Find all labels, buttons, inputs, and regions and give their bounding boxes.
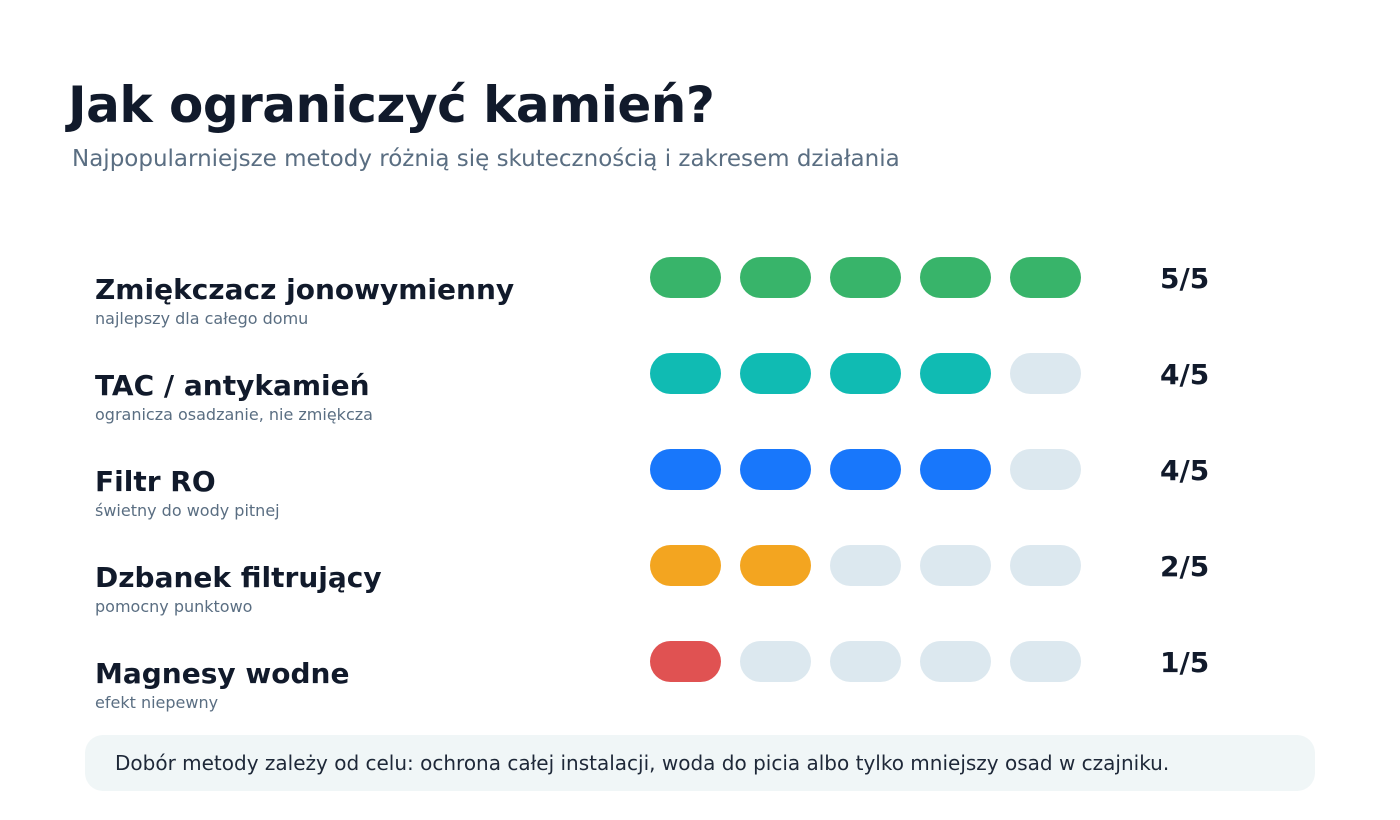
rating-pill-empty: [1010, 353, 1081, 394]
rating-row: Filtr RO świetny do wody pitnej 4/5: [0, 449, 1400, 545]
rating-pill-empty: [830, 545, 901, 586]
method-description: pomocny punktowo: [95, 597, 253, 616]
score-label: 4/5: [1160, 454, 1210, 487]
rating-pill-empty: [1010, 545, 1081, 586]
rating-pill-empty: [740, 641, 811, 682]
rating-pill-filled: [650, 641, 721, 682]
score-label: 1/5: [1160, 646, 1210, 679]
method-description: świetny do wody pitnej: [95, 501, 280, 520]
rating-pill-filled: [830, 353, 901, 394]
method-name: Filtr RO: [95, 465, 216, 498]
rating-row: Zmiękczacz jonowymienny najlepszy dla cał…: [0, 257, 1400, 353]
method-name: Magnesy wodne: [95, 657, 350, 690]
rating-pill-empty: [920, 545, 991, 586]
rating-pill-filled: [740, 545, 811, 586]
rating-pill-filled: [650, 449, 721, 490]
rating-row: Magnesy wodne efekt niepewny 1/5: [0, 641, 1400, 737]
method-description: najlepszy dla całego domu: [95, 309, 309, 328]
rating-pill-filled: [920, 257, 991, 298]
rating-row: Dzbanek filtrujący pomocny punktowo 2/5: [0, 545, 1400, 641]
rating-pill-filled: [740, 257, 811, 298]
method-name: TAC / antykamień: [95, 369, 370, 402]
rating-pill-filled: [650, 257, 721, 298]
method-description: efekt niepewny: [95, 693, 219, 712]
rating-pill-empty: [1010, 449, 1081, 490]
score-label: 2/5: [1160, 550, 1210, 583]
rating-row: TAC / antykamień ogranicza osadzanie, nie…: [0, 353, 1400, 449]
rating-pill-filled: [1010, 257, 1081, 298]
footer-note-text: Dobór metody zależy od celu: ochrona cał…: [115, 751, 1170, 775]
score-label: 5/5: [1160, 262, 1210, 295]
rating-pill-filled: [740, 353, 811, 394]
rating-pill-filled: [740, 449, 811, 490]
rating-pill-filled: [920, 353, 991, 394]
method-name: Zmiękczacz jonowymienny: [95, 273, 515, 306]
rating-pill-empty: [920, 641, 991, 682]
rating-pill-empty: [830, 641, 901, 682]
method-name: Dzbanek filtrujący: [95, 561, 382, 594]
rating-pill-empty: [1010, 641, 1081, 682]
method-description: ogranicza osadzanie, nie zmiękcza: [95, 405, 373, 424]
rating-pill-filled: [920, 449, 991, 490]
rating-pill-filled: [830, 449, 901, 490]
page-subtitle: Najpopularniejsze metody różnią się skut…: [72, 146, 900, 172]
rating-pill-filled: [830, 257, 901, 298]
rating-pill-filled: [650, 353, 721, 394]
page-title: Jak ograniczyć kamień?: [68, 76, 715, 134]
score-label: 4/5: [1160, 358, 1210, 391]
footer-note: Dobór metody zależy od celu: ochrona cał…: [85, 735, 1315, 791]
rating-pill-filled: [650, 545, 721, 586]
